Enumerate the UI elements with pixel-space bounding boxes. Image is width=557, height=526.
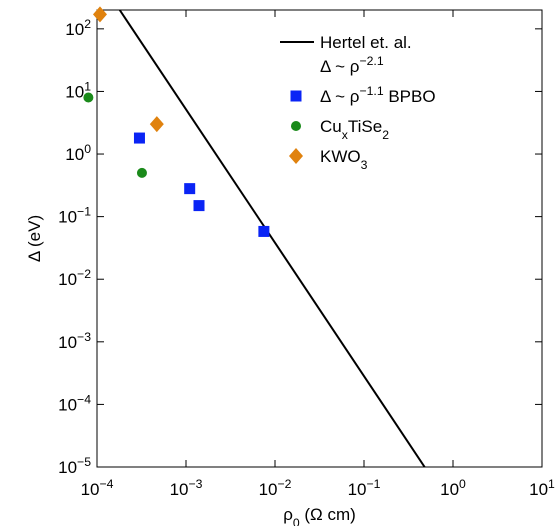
- y-tick-label: 10−5: [58, 455, 91, 477]
- plot-area: [83, 6, 426, 467]
- legend-label: CuxTiSe2: [320, 117, 389, 142]
- x-tick-label: 100: [440, 477, 466, 499]
- y-tick-label: 102: [65, 17, 91, 39]
- x-tick-label: 10−3: [170, 477, 203, 499]
- x-tick-label: 10−4: [81, 477, 114, 499]
- diamond-marker: [92, 6, 107, 23]
- x-tick-label: 10−2: [259, 477, 292, 499]
- legend-label: KWO3: [320, 147, 368, 172]
- circle-marker: [291, 121, 301, 131]
- legend-label: Δ ~ ρ−1.1 BPBO: [320, 84, 436, 106]
- diamond-marker: [289, 148, 303, 164]
- legend-label: Hertel et. al. Δ ~ ρ−2.1: [320, 33, 412, 76]
- y-tick-label: 10−2: [58, 267, 91, 289]
- diamond-marker: [149, 116, 164, 133]
- square-marker: [258, 225, 270, 237]
- square-marker: [193, 200, 205, 212]
- square-marker: [290, 90, 302, 102]
- circle-marker: [83, 92, 94, 103]
- y-tick-label: 10−1: [58, 205, 91, 227]
- y-tick-label: 101: [65, 79, 91, 101]
- y-tick-label: 10−4: [58, 392, 91, 414]
- y-axis-label: Δ (eV): [25, 215, 44, 262]
- plot-frame: [96, 9, 543, 468]
- y-tick-label: 100: [65, 142, 91, 164]
- x-axis-label: ρ0 (Ω cm): [283, 505, 356, 526]
- square-marker: [184, 183, 196, 195]
- x-tick-label: 10−1: [348, 477, 381, 499]
- square-marker: [133, 132, 145, 144]
- x-tick-label: 101: [529, 477, 555, 499]
- fit-line: [118, 9, 426, 467]
- circle-marker: [136, 167, 147, 178]
- y-tick-label: 10−3: [58, 330, 91, 352]
